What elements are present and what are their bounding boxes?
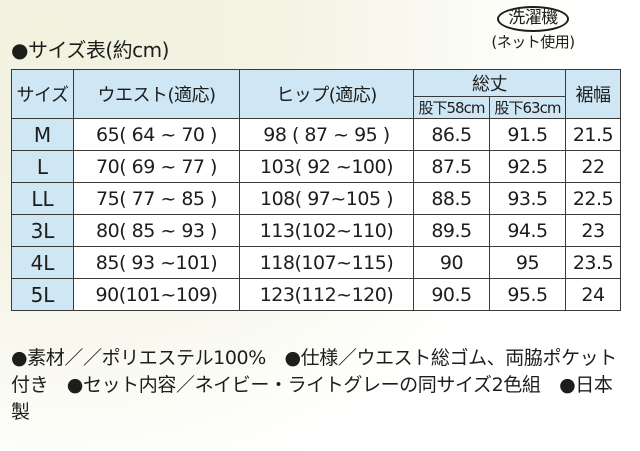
table-row: 5L 90(101~109) 123(112~120) 90.5 95.5 24 [11, 278, 621, 311]
column-header-inseam-63: 股下63cm [489, 96, 566, 119]
cell-hem: 22 [565, 150, 621, 183]
cell-inseam63: 93.5 [489, 182, 566, 215]
cell-hip: 103( 92 ~100) [239, 150, 414, 183]
washing-machine-icon: 洗濯機 [497, 6, 569, 32]
table-subheader-row: 股下58cm 股下63cm [12, 96, 621, 119]
cell-inseam63: 91.5 [489, 118, 566, 151]
cell-hip: 98 ( 87 ~ 95 ) [239, 118, 414, 151]
cell-hip: 108( 97~105 ) [239, 182, 414, 215]
cell-inseam58: 90.5 [413, 278, 490, 311]
cell-inseam58: 86.5 [413, 118, 490, 151]
table-row: M 65( 64 ~ 70 ) 98 ( 87 ~ 95 ) 86.5 91.5… [11, 118, 621, 151]
table-row: LL 75( 77 ~ 85 ) 108( 97~105 ) 88.5 93.5… [11, 182, 621, 215]
table-header-row: サイズ ウエスト(適応) ヒップ(適応) 総丈 裾幅 [11, 69, 621, 119]
cell-hem: 22.5 [565, 182, 621, 215]
table-row: 3L 80( 85 ~ 93 ) 113(102~110) 89.5 94.5 … [11, 214, 621, 247]
table-row: 4L 85( 93 ~101) 118(107~115) 90 95 23.5 [11, 246, 621, 279]
page-title: ●サイズ表(約cm) [11, 38, 169, 62]
cell-waist: 85( 93 ~101) [73, 246, 240, 279]
column-header-size: サイズ [11, 69, 74, 119]
cell-inseam58: 87.5 [413, 150, 490, 183]
cell-size: M [11, 118, 74, 151]
cell-hem: 21.5 [565, 118, 621, 151]
cell-inseam63: 95 [489, 246, 566, 279]
cell-hem: 23.5 [565, 246, 621, 279]
product-description: ●素材／／ポリエステル100% ●仕様／ウエスト総ゴム、両脇ポケット付き ●セッ… [11, 347, 617, 423]
cell-waist: 80( 85 ~ 93 ) [73, 214, 240, 247]
cell-waist: 70( 69 ~ 77 ) [73, 150, 240, 183]
cell-waist: 75( 77 ~ 85 ) [73, 182, 240, 215]
table-row: L 70( 69 ~ 77 ) 103( 92 ~100) 87.5 92.5 … [11, 150, 621, 183]
cell-inseam63: 94.5 [489, 214, 566, 247]
cell-size: 3L [11, 214, 74, 247]
cell-hip: 118(107~115) [239, 246, 414, 279]
cell-inseam58: 89.5 [413, 214, 490, 247]
cell-waist: 90(101~109) [73, 278, 240, 311]
cell-size: 5L [11, 278, 74, 311]
cell-size: 4L [11, 246, 74, 279]
column-header-waist: ウエスト(適応) [73, 69, 240, 119]
cell-hip: 113(102~110) [239, 214, 414, 247]
care-instruction-mark: 洗濯機 (ネット使用) [474, 6, 592, 50]
cell-size: LL [11, 182, 74, 215]
column-header-hem-width: 裾幅 [565, 69, 621, 119]
column-header-inseam-58: 股下58cm [413, 96, 490, 119]
cell-inseam58: 88.5 [413, 182, 490, 215]
cell-waist: 65( 64 ~ 70 ) [73, 118, 240, 151]
cell-inseam63: 92.5 [489, 150, 566, 183]
cell-inseam58: 90 [413, 246, 490, 279]
cell-hip: 123(112~120) [239, 278, 414, 311]
cell-hem: 23 [565, 214, 621, 247]
column-header-hip: ヒップ(適応) [239, 69, 414, 119]
cell-size: L [11, 150, 74, 183]
care-net-note: (ネット使用) [491, 33, 575, 51]
cell-hem: 24 [565, 278, 621, 311]
column-header-total-length: 総丈 [413, 69, 566, 97]
cell-inseam63: 95.5 [489, 278, 566, 311]
size-chart-table: サイズ ウエスト(適応) ヒップ(適応) 総丈 裾幅 股下58cm 股下63cm… [11, 69, 621, 311]
